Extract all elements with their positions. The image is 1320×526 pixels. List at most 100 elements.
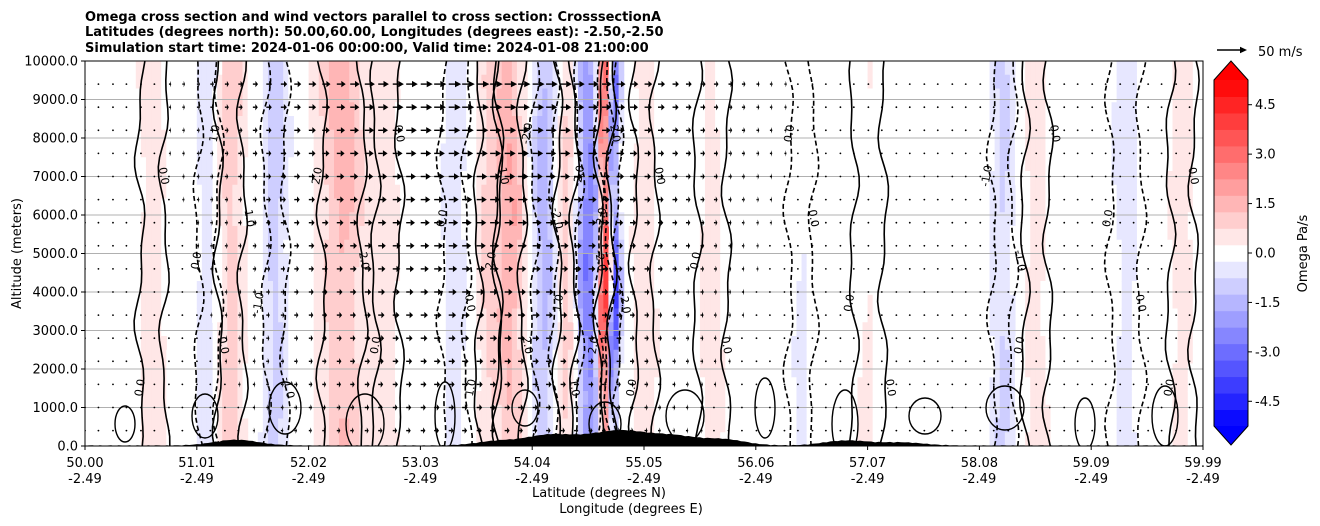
vector-dot	[125, 360, 128, 363]
omega-cell	[577, 129, 584, 145]
omega-cell	[288, 184, 294, 200]
omega-cell	[222, 88, 228, 103]
vector-head	[537, 150, 544, 157]
omega-cell	[1187, 88, 1194, 103]
omega-cell	[811, 432, 818, 446]
omega-cell	[511, 74, 518, 90]
wind-vector	[518, 150, 529, 157]
omega-cell	[283, 336, 289, 351]
omega-cell	[328, 157, 335, 172]
omega-cell	[532, 404, 538, 420]
omega-cell	[135, 404, 142, 420]
omega-cell	[506, 404, 513, 420]
wind-vector	[223, 406, 226, 409]
omega-cell	[791, 253, 798, 268]
omega-cell	[212, 432, 218, 446]
omega-cell	[542, 377, 549, 392]
omega-cell	[461, 74, 467, 90]
omega-cell	[694, 239, 701, 255]
omega-cell	[1126, 239, 1133, 255]
omega-cell	[532, 61, 538, 76]
omega-cell	[567, 253, 574, 268]
omega-cell	[339, 404, 345, 420]
contour-line	[648, 61, 662, 446]
wind-vector	[476, 404, 483, 411]
omega-cell	[562, 418, 569, 433]
omega-cell	[857, 308, 864, 323]
wind-vector	[462, 335, 470, 342]
vector-dot	[97, 314, 100, 316]
contour-label: 1.0	[463, 378, 479, 397]
vector-head	[536, 265, 541, 273]
omega-cell	[476, 61, 482, 76]
omega-cell	[1167, 404, 1174, 420]
omega-cell	[151, 116, 157, 131]
wind-vector	[546, 265, 554, 273]
omega-cell	[1025, 116, 1031, 131]
omega-cell	[1025, 184, 1031, 200]
vector-dot	[112, 106, 114, 109]
omega-cell	[201, 308, 208, 323]
wind-vector	[153, 383, 156, 386]
vector-head	[239, 311, 241, 319]
vector-head	[411, 173, 416, 180]
vector-head	[283, 242, 286, 249]
omega-cell	[328, 322, 335, 337]
wind-vector	[266, 404, 269, 411]
omega-cell	[1131, 322, 1138, 337]
omega-cell	[278, 157, 284, 172]
omega-cell	[699, 267, 706, 282]
omega-cell	[140, 88, 147, 103]
omega-cell	[496, 102, 503, 117]
omega-cell	[445, 267, 452, 282]
omega-cell	[1111, 88, 1118, 103]
omega-cell	[222, 349, 228, 365]
contour-line	[1074, 397, 1096, 446]
omega-cell	[542, 363, 549, 378]
omega-cell	[262, 212, 269, 227]
omega-cell	[1172, 363, 1179, 378]
omega-cell	[242, 102, 249, 117]
omega-cell	[796, 322, 803, 337]
omega-cell	[618, 294, 625, 310]
omega-cell	[267, 281, 274, 296]
omega-cell	[318, 432, 325, 446]
wind-vector	[546, 335, 553, 342]
omega-cell	[354, 281, 361, 296]
omega-cell	[374, 171, 381, 186]
omega-cell	[715, 418, 721, 433]
omega-cell	[1136, 253, 1143, 268]
omega-cell	[862, 239, 869, 255]
omega-cell	[445, 198, 452, 213]
omega-cell	[389, 349, 396, 365]
vector-head	[253, 427, 255, 434]
omega-cell	[156, 61, 162, 76]
omega-cell	[989, 336, 996, 351]
omega-cell	[872, 226, 879, 241]
wind-vector	[266, 358, 270, 365]
omega-cell	[201, 157, 208, 172]
omega-cell	[491, 143, 498, 158]
omega-cell	[151, 336, 157, 351]
omega-cell	[394, 391, 401, 406]
omega-cell	[796, 281, 803, 296]
omega-cell	[318, 88, 325, 103]
omega-cell	[791, 143, 798, 158]
omega-cell	[227, 349, 233, 365]
omega-cell	[486, 391, 493, 406]
contour-line	[491, 61, 504, 446]
wind-vector	[125, 129, 128, 132]
wind-vector	[97, 337, 100, 340]
omega-cell	[1116, 294, 1123, 310]
omega-cell	[1004, 281, 1011, 296]
wind-vector	[112, 221, 114, 224]
omega-cell	[369, 102, 376, 117]
omega-cell	[328, 184, 335, 200]
omega-cell	[710, 377, 716, 392]
wind-vector	[476, 335, 484, 342]
vector-head	[409, 358, 413, 365]
omega-cell	[593, 116, 599, 131]
omega-cell	[1014, 129, 1021, 145]
omega-cell	[1126, 61, 1133, 76]
vector-dot	[209, 406, 212, 409]
